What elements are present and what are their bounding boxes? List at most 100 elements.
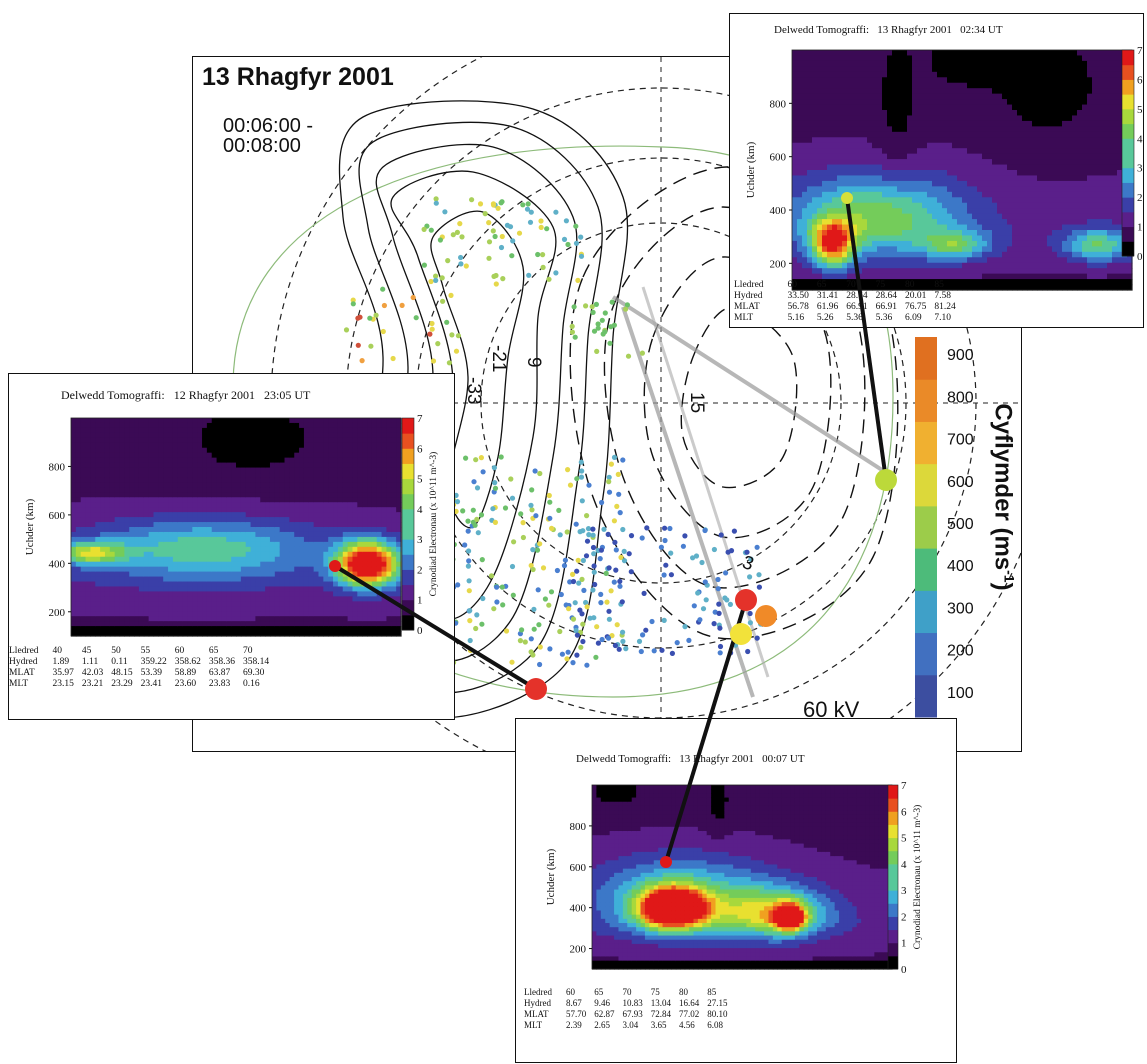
density-cell [882, 235, 888, 241]
density-cell [837, 159, 843, 165]
density-cell [927, 241, 933, 247]
density-cell [847, 105, 853, 111]
density-cell [1002, 137, 1008, 143]
density-cell [1017, 170, 1023, 176]
density-cell [902, 165, 908, 171]
density-cell [1027, 121, 1033, 127]
density-cell [907, 105, 913, 111]
density-cell [952, 154, 958, 160]
density-cell [997, 61, 1003, 67]
density-cell [1017, 115, 1023, 121]
density-cell [1082, 143, 1088, 149]
density-cell [217, 463, 222, 469]
density-cell [917, 203, 923, 209]
density-cell [187, 463, 192, 469]
density-cell [115, 477, 120, 483]
density-cell [862, 154, 868, 160]
density-cell [1022, 143, 1028, 149]
density-cell [867, 225, 873, 231]
density-cell [1092, 235, 1098, 241]
density-cell [95, 621, 100, 627]
density-cell [812, 77, 818, 83]
density-cell [149, 557, 154, 563]
density-cell [837, 55, 843, 61]
density-cell [183, 497, 188, 503]
density-cell [105, 572, 110, 578]
density-cell [134, 522, 139, 528]
density-cell [892, 50, 898, 56]
density-cell [1077, 181, 1083, 187]
density-cell [95, 577, 100, 583]
density-cell [922, 170, 928, 176]
density-cell [158, 586, 163, 592]
density-cell [187, 567, 192, 573]
density-cell [173, 492, 178, 498]
density-cell [812, 175, 818, 181]
density-cell [922, 192, 928, 198]
density-cell [1057, 72, 1063, 78]
density-cell [226, 492, 231, 498]
density-cell [812, 94, 818, 100]
density-cell [207, 433, 212, 439]
density-cell [1107, 208, 1113, 214]
density-cell [178, 477, 183, 483]
density-cell [1022, 203, 1028, 209]
table-cell: 66.91 [872, 302, 901, 313]
density-cell [197, 463, 202, 469]
density-cell [1112, 148, 1118, 154]
density-cell [221, 443, 226, 449]
density-cell [792, 170, 798, 176]
density-cell [105, 418, 110, 424]
density-cell [1062, 83, 1068, 89]
density-cell [1057, 246, 1063, 252]
density-cell [1062, 235, 1068, 241]
velocity-vector [440, 299, 445, 304]
density-cell [173, 463, 178, 469]
density-cell [183, 532, 188, 538]
density-cell [124, 611, 129, 617]
density-cell [972, 208, 978, 214]
density-cell [1017, 50, 1023, 56]
density-cell [221, 512, 226, 518]
density-cell [922, 175, 928, 181]
density-cell [807, 143, 813, 149]
density-cell [867, 274, 873, 280]
density-cell [95, 572, 100, 578]
density-cell [817, 219, 823, 225]
density-cell [1072, 66, 1078, 72]
density-cell [972, 268, 978, 274]
density-cell [226, 517, 231, 523]
density-cell [178, 621, 183, 627]
density-cell [817, 186, 823, 192]
density-cell [872, 110, 878, 116]
density-cell [1007, 154, 1013, 160]
density-cell [842, 110, 848, 116]
density-cell [982, 208, 988, 214]
density-cell [226, 537, 231, 543]
density-cell [977, 132, 983, 138]
velocity-vector [596, 326, 601, 331]
density-cell [1077, 170, 1083, 176]
density-cell [124, 577, 129, 583]
density-cell [105, 507, 110, 513]
density-cell [977, 126, 983, 132]
density-cell [168, 591, 173, 597]
density-cell [76, 542, 81, 548]
density-cell [792, 192, 798, 198]
density-cell [158, 487, 163, 493]
density-cell [1097, 77, 1103, 83]
density-cell [802, 137, 808, 143]
density-cell [154, 616, 159, 622]
density-cell [81, 428, 86, 434]
density-cell [962, 66, 968, 72]
density-cell [110, 453, 115, 459]
density-cell [1107, 148, 1113, 154]
velocity-vector [431, 358, 436, 363]
density-cell [902, 143, 908, 149]
density-cell [197, 591, 202, 597]
density-cell [937, 181, 943, 187]
density-cell [120, 428, 125, 434]
density-cell [937, 230, 943, 236]
density-cell [792, 148, 798, 154]
density-cell [178, 572, 183, 578]
